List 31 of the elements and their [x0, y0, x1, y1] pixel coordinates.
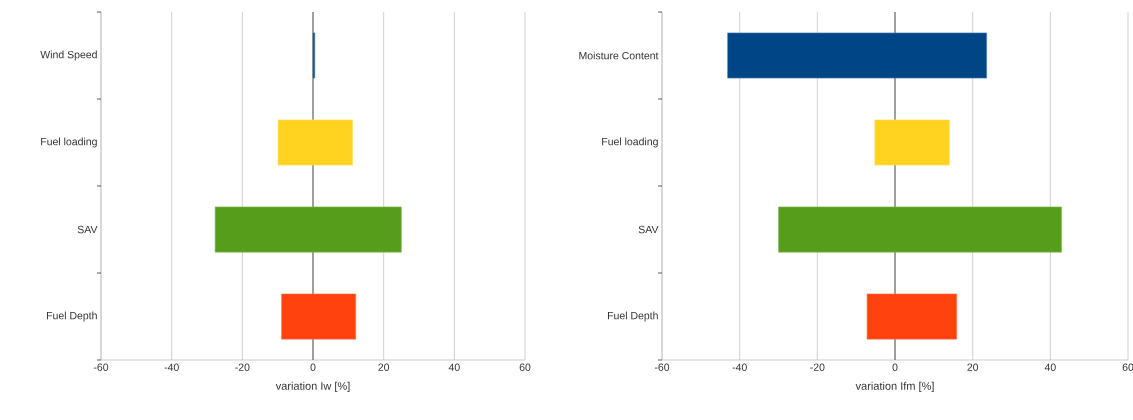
x-axis-title: variation Ifm [%]: [855, 381, 934, 393]
x-tick-label: -60: [93, 363, 109, 371]
x-tick-label: -40: [732, 363, 747, 371]
bar: [866, 293, 958, 340]
x-axis-title: variation Iw [%]: [275, 381, 350, 393]
y-tick-label: Wind Speed: [40, 50, 97, 61]
x-tick-label: -40: [164, 363, 179, 371]
bar: [778, 206, 1062, 253]
x-tick-label: 40: [448, 363, 460, 371]
y-tick-label: Fuel loading: [41, 137, 97, 148]
x-tick-label: 0: [892, 363, 898, 371]
x-tick-label: 0: [310, 363, 316, 371]
y-tick-label: Moisture Content: [579, 51, 659, 60]
bar: [281, 293, 357, 340]
y-tick-label: SAV: [638, 225, 659, 234]
x-tick-label: 60: [1122, 363, 1133, 371]
x-tick-label: -20: [235, 363, 250, 371]
y-tick-label: SAV: [77, 225, 98, 234]
bar: [277, 119, 353, 166]
x-tick-label: 20: [378, 363, 390, 371]
bar: [727, 32, 987, 79]
x-tick-label: -60: [654, 363, 670, 371]
y-tick-label: Fuel loading: [602, 137, 658, 148]
x-tick-label: 60: [519, 363, 531, 371]
x-tick-label: 40: [1044, 363, 1056, 371]
bar: [214, 206, 402, 253]
x-tick-label: 20: [967, 363, 979, 371]
bar: [874, 119, 950, 166]
x-tick-label: -20: [810, 363, 825, 371]
y-tick-label: Fuel Depth: [607, 311, 658, 322]
y-tick-label: Fuel Depth: [46, 311, 97, 322]
